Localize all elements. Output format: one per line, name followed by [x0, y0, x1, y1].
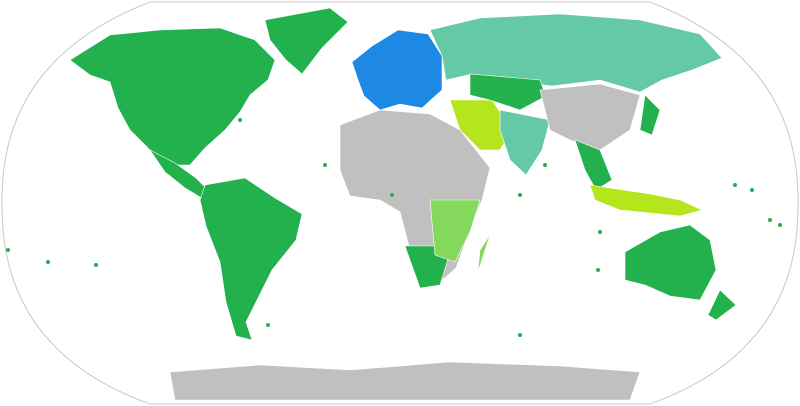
island-marker [46, 260, 50, 264]
island-marker [323, 163, 327, 167]
region-east-africa [429, 199, 481, 263]
region-australia [624, 224, 717, 301]
island-marker [518, 333, 522, 337]
island-marker [598, 230, 602, 234]
region-japan [639, 94, 661, 136]
region-indonesia [589, 184, 703, 217]
island-marker [596, 268, 600, 272]
region-north-america [69, 27, 276, 166]
region-russia [429, 13, 723, 93]
region-new-zealand [707, 289, 737, 321]
island-marker [543, 163, 547, 167]
region-antarctica [169, 361, 641, 401]
island-marker [390, 193, 394, 197]
region-south-america [199, 177, 303, 341]
island-marker [518, 193, 522, 197]
region-central-asia [469, 73, 547, 111]
region-china [539, 83, 641, 151]
island-marker [733, 183, 737, 187]
island-marker [778, 223, 782, 227]
island-marker [750, 188, 754, 192]
island-marker [94, 263, 98, 267]
region-southeast-asia [574, 139, 613, 191]
region-greenland [264, 7, 349, 75]
island-marker [6, 248, 10, 252]
region-europe [351, 29, 443, 111]
region-madagascar [477, 234, 491, 273]
island-marker [768, 218, 772, 222]
island-marker [238, 118, 242, 122]
island-marker [266, 323, 270, 327]
